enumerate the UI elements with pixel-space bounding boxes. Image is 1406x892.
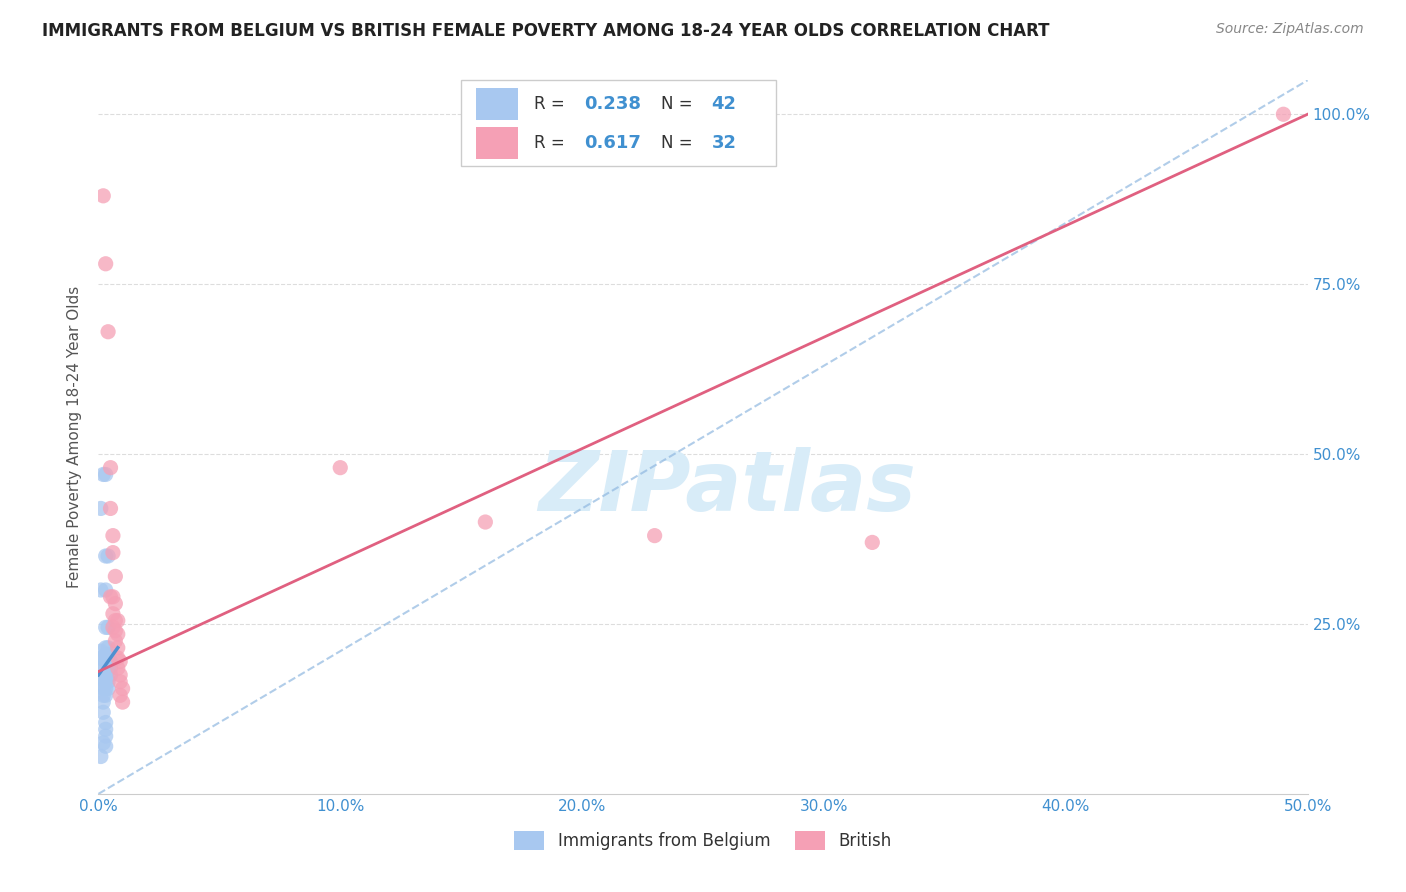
Point: [97, 668, 120, 682]
Point: [474, 515, 496, 529]
Text: 42: 42: [711, 95, 737, 112]
Point: [94, 674, 117, 689]
Point: [100, 668, 122, 682]
Point: [94, 723, 117, 737]
Point: [90, 582, 112, 597]
Point: [329, 460, 352, 475]
Point: [100, 590, 122, 604]
FancyBboxPatch shape: [461, 80, 776, 166]
Point: [97, 648, 120, 662]
Point: [107, 614, 129, 628]
Y-axis label: Female Poverty Among 18-24 Year Olds: Female Poverty Among 18-24 Year Olds: [67, 286, 83, 588]
Point: [1272, 107, 1295, 121]
Point: [94, 640, 117, 655]
Point: [108, 689, 131, 703]
Point: [94, 467, 117, 482]
Point: [108, 654, 131, 668]
Point: [860, 535, 883, 549]
Point: [90, 661, 112, 675]
Point: [107, 627, 129, 641]
Point: [94, 648, 117, 662]
Point: [97, 325, 120, 339]
Point: [91, 467, 114, 482]
FancyBboxPatch shape: [475, 88, 517, 120]
Point: [111, 681, 134, 696]
Point: [91, 689, 114, 703]
Point: [104, 634, 127, 648]
Point: [97, 620, 120, 634]
Point: [107, 661, 129, 675]
Point: [94, 582, 117, 597]
Point: [91, 695, 114, 709]
Point: [90, 501, 112, 516]
Point: [101, 546, 124, 560]
Point: [101, 607, 124, 621]
Point: [90, 671, 112, 685]
Point: [100, 654, 122, 668]
Point: [91, 706, 114, 720]
Point: [94, 549, 117, 563]
Point: [90, 657, 112, 672]
Point: [100, 460, 122, 475]
Text: ZIPatlas: ZIPatlas: [538, 447, 917, 527]
Point: [94, 681, 117, 696]
Point: [94, 654, 117, 668]
Point: [90, 749, 112, 764]
Point: [94, 668, 117, 682]
Point: [100, 661, 122, 675]
Point: [107, 640, 129, 655]
Point: [94, 739, 117, 754]
Text: R =: R =: [534, 134, 569, 152]
Text: Source: ZipAtlas.com: Source: ZipAtlas.com: [1216, 22, 1364, 37]
Point: [91, 189, 114, 203]
Text: R =: R =: [534, 95, 569, 112]
Point: [97, 681, 120, 696]
Point: [101, 528, 124, 542]
Point: [104, 597, 127, 611]
Point: [97, 674, 120, 689]
Point: [91, 736, 114, 750]
Point: [94, 257, 117, 271]
Point: [108, 668, 131, 682]
Point: [111, 695, 134, 709]
Text: N =: N =: [661, 95, 697, 112]
Point: [94, 715, 117, 730]
Text: IMMIGRANTS FROM BELGIUM VS BRITISH FEMALE POVERTY AMONG 18-24 YEAR OLDS CORRELAT: IMMIGRANTS FROM BELGIUM VS BRITISH FEMAL…: [42, 22, 1050, 40]
Point: [107, 651, 129, 665]
Point: [91, 681, 114, 696]
Point: [90, 678, 112, 692]
Point: [104, 614, 127, 628]
Point: [108, 674, 131, 689]
Point: [101, 590, 124, 604]
Point: [97, 549, 120, 563]
Point: [90, 651, 112, 665]
Legend: Immigrants from Belgium, British: Immigrants from Belgium, British: [508, 824, 898, 857]
Text: N =: N =: [661, 134, 697, 152]
Point: [94, 620, 117, 634]
Point: [104, 624, 127, 638]
Text: 0.617: 0.617: [585, 134, 641, 152]
Point: [94, 689, 117, 703]
Point: [97, 640, 120, 655]
FancyBboxPatch shape: [475, 128, 517, 159]
Point: [97, 654, 120, 668]
Point: [94, 729, 117, 743]
Text: 32: 32: [711, 134, 737, 152]
Point: [90, 644, 112, 658]
Text: 0.238: 0.238: [585, 95, 641, 112]
Point: [100, 501, 122, 516]
Point: [101, 620, 124, 634]
Point: [97, 661, 120, 675]
Point: [644, 528, 666, 542]
Point: [104, 569, 127, 583]
